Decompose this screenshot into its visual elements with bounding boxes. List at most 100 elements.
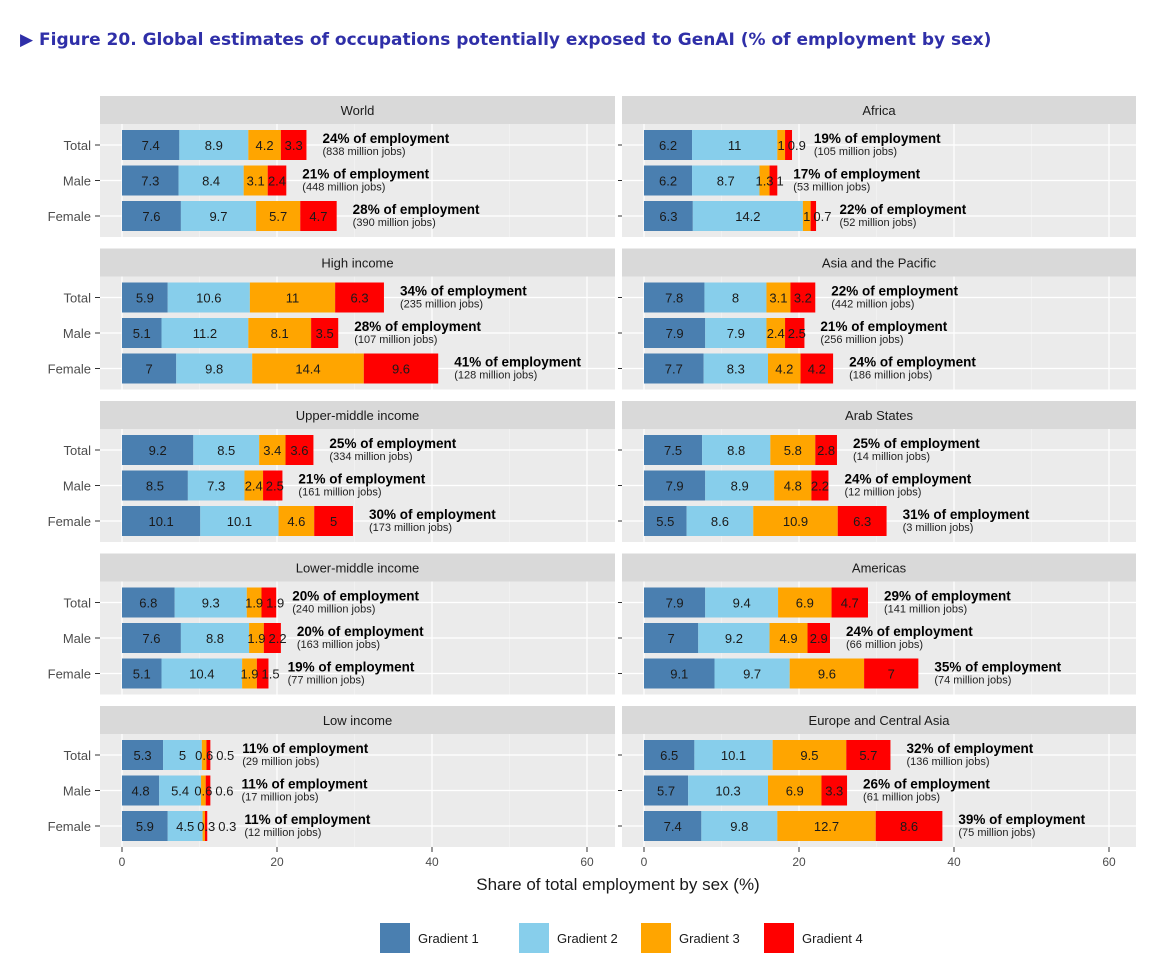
bar-value-label: 6.2	[659, 138, 677, 153]
share-label: 39% of employment	[958, 812, 1085, 827]
bar-value-label: 4.7	[309, 209, 327, 224]
row-label: Male	[63, 479, 91, 494]
row-label: Total	[64, 443, 92, 458]
bar-value-label: 7.9	[666, 596, 684, 611]
bar-segment-4	[831, 587, 868, 618]
bar-value-label: 11	[286, 291, 300, 306]
bar-segment-4	[807, 623, 830, 653]
share-label: 22% of employment	[831, 284, 958, 299]
bar-segment-3	[770, 435, 816, 465]
bar-value-label: 9.8	[730, 819, 748, 834]
share-label: 20% of employment	[297, 624, 424, 639]
bar-segment-3	[248, 318, 312, 348]
bar-value-label: 5.8	[784, 443, 802, 458]
bar-value-label: 5.7	[859, 748, 877, 763]
share-label: 25% of employment	[853, 436, 980, 451]
bar-value-label: 4.2	[775, 362, 793, 377]
bar-value-label: 9.1	[670, 667, 688, 682]
bar-value-label: 5.7	[657, 784, 675, 799]
bar-segment-2	[698, 623, 770, 653]
bar-value-label: 11	[728, 138, 742, 153]
share-label: 24% of employment	[844, 472, 971, 487]
bar-value-label: 7.6	[142, 631, 160, 646]
panel-strip	[100, 96, 615, 124]
legend-swatch-1	[380, 923, 410, 953]
panel-strip	[622, 401, 1136, 429]
bar-value-label: 10.4	[189, 667, 214, 682]
legend-swatch-2	[519, 923, 549, 953]
bar-value-label: 2.8	[817, 443, 835, 458]
bar-value-label: 4.2	[808, 362, 826, 377]
bar-value-label: 1	[803, 209, 810, 224]
bar-segment-3	[772, 740, 847, 770]
bar-value-label: 5.3	[133, 748, 151, 763]
bar-segment-1	[644, 201, 693, 231]
panel-strip	[622, 248, 1136, 277]
bar-segment-1	[122, 435, 194, 465]
bar-value-label: 5.5	[656, 514, 674, 529]
bar-value-label: 10.6	[196, 291, 221, 306]
bar-segment-3	[202, 811, 205, 841]
legend-label-4: Gradient 4	[802, 931, 863, 946]
bar-segment-3	[252, 353, 364, 384]
bar-value-label: 0.7	[813, 209, 831, 224]
row-label: Female	[48, 819, 91, 834]
bar-segment-2	[167, 282, 250, 313]
jobs-label: (75 million jobs)	[958, 827, 1035, 839]
jobs-label: (240 million jobs)	[292, 604, 375, 616]
bar-segment-4	[785, 130, 793, 160]
figure-title: ▶ Figure 20. Global estimates of occupat…	[20, 30, 991, 50]
bar-value-label: 7.9	[666, 479, 684, 494]
bar-value-label: 8.6	[711, 514, 729, 529]
bar-segment-1	[644, 470, 706, 501]
x-tick-label: 60	[580, 855, 594, 869]
bar-value-label: 6.8	[139, 596, 157, 611]
bar-segment-3	[778, 587, 832, 618]
bar-segment-2	[180, 201, 257, 231]
bar-segment-1	[644, 740, 695, 770]
bar-value-label: 1.9	[266, 596, 284, 611]
bar-segment-4	[864, 658, 919, 689]
jobs-label: (107 million jobs)	[354, 334, 437, 346]
bar-value-label: 3.3	[285, 138, 303, 153]
share-label: 34% of employment	[400, 284, 527, 299]
bar-segment-2	[163, 740, 202, 770]
bar-segment-3	[278, 506, 315, 536]
bar-segment-4	[314, 506, 353, 536]
jobs-label: (136 million jobs)	[906, 756, 989, 768]
bar-segment-3	[201, 740, 207, 770]
jobs-label: (12 million jobs)	[844, 487, 921, 499]
x-tick-label: 40	[425, 855, 439, 869]
bar-value-label: 10.1	[721, 748, 746, 763]
panel-strip	[100, 706, 615, 734]
bar-value-label: 3.2	[794, 291, 812, 306]
bar-segment-3	[248, 130, 281, 160]
x-tick-label: 0	[119, 855, 126, 869]
panel-title: High income	[321, 256, 393, 271]
panel-title: Low income	[323, 713, 392, 728]
bar-segment-4	[846, 740, 891, 770]
bar-segment-4	[300, 201, 337, 231]
panel-title: Africa	[862, 103, 896, 118]
bar-value-label: 4.7	[841, 596, 859, 611]
bar-value-label: 7.3	[207, 479, 225, 494]
bar-segment-1	[122, 470, 188, 501]
bar-segment-3	[256, 201, 301, 231]
bar-segment-2	[692, 201, 803, 231]
bar-segment-1	[122, 623, 181, 653]
jobs-label: (74 million jobs)	[934, 675, 1011, 687]
bar-value-label: 8	[732, 291, 739, 306]
bar-value-label: 1.9	[240, 667, 258, 682]
bar-segment-3	[242, 658, 257, 689]
share-label: 24% of employment	[849, 355, 976, 370]
bar-segment-1	[644, 587, 706, 618]
panel-strip	[622, 553, 1136, 582]
share-label: 24% of employment	[846, 624, 973, 639]
bar-segment-1	[644, 318, 706, 348]
bar-value-label: 8.4	[202, 174, 220, 189]
bar-segment-4	[785, 318, 805, 348]
share-label: 21% of employment	[298, 472, 425, 487]
jobs-label: (235 million jobs)	[400, 299, 483, 311]
bar-value-label: 6.5	[660, 748, 678, 763]
bar-segment-2	[167, 811, 203, 841]
